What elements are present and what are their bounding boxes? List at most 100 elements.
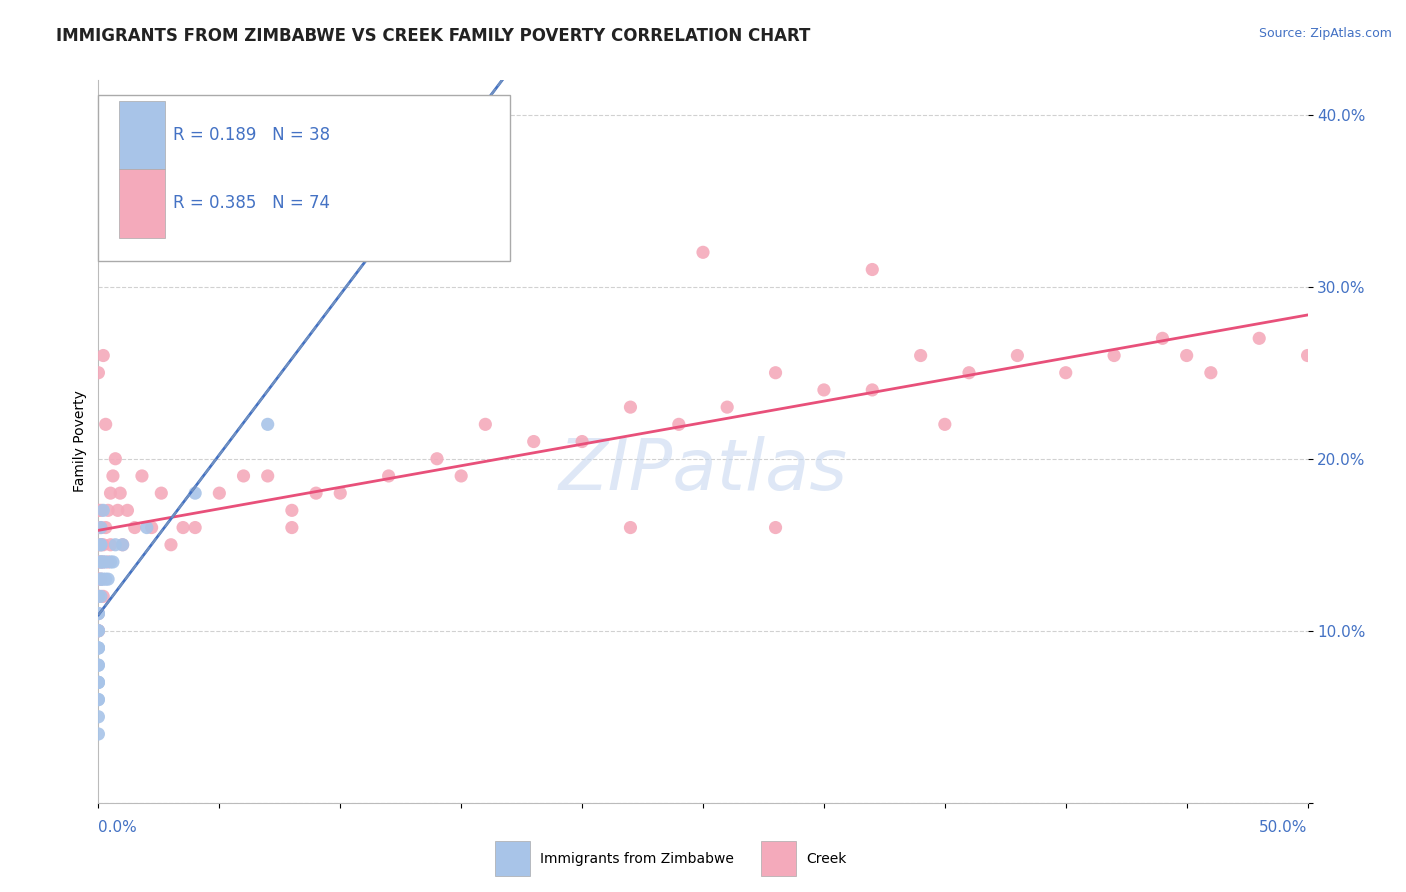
Point bbox=[87, 503, 110, 517]
Point bbox=[87, 675, 110, 690]
Point bbox=[100, 486, 122, 500]
Text: Source: ZipAtlas.com: Source: ZipAtlas.com bbox=[1258, 27, 1392, 40]
Point bbox=[1007, 349, 1029, 363]
Point bbox=[450, 469, 472, 483]
Point bbox=[281, 520, 304, 534]
Point bbox=[1102, 349, 1125, 363]
Point bbox=[150, 486, 173, 500]
Point bbox=[90, 538, 112, 552]
Point bbox=[1175, 349, 1198, 363]
Point bbox=[256, 469, 278, 483]
Point bbox=[184, 520, 207, 534]
Point bbox=[87, 572, 110, 586]
Point bbox=[1152, 331, 1174, 345]
Point bbox=[90, 590, 112, 604]
Point bbox=[1249, 331, 1271, 345]
Point bbox=[281, 503, 304, 517]
Y-axis label: Family Poverty: Family Poverty bbox=[73, 391, 87, 492]
Point bbox=[108, 486, 131, 500]
Point bbox=[329, 486, 352, 500]
Point bbox=[87, 727, 110, 741]
Point bbox=[91, 572, 114, 586]
Point bbox=[765, 520, 787, 534]
Point bbox=[135, 520, 157, 534]
Point bbox=[87, 538, 110, 552]
Point bbox=[91, 555, 114, 569]
Point bbox=[87, 624, 110, 638]
Point bbox=[87, 675, 110, 690]
Point bbox=[87, 658, 110, 673]
Point bbox=[87, 520, 110, 534]
Text: ZIPatlas: ZIPatlas bbox=[558, 436, 848, 505]
Point bbox=[111, 538, 134, 552]
Point bbox=[90, 555, 112, 569]
Point bbox=[87, 692, 110, 706]
Point bbox=[87, 710, 110, 724]
Point bbox=[97, 555, 120, 569]
Point bbox=[87, 590, 110, 604]
Point bbox=[87, 692, 110, 706]
Point bbox=[1296, 349, 1319, 363]
Point bbox=[957, 366, 980, 380]
Point bbox=[813, 383, 835, 397]
Text: Creek: Creek bbox=[806, 852, 846, 866]
Point bbox=[104, 538, 127, 552]
Text: Immigrants from Zimbabwe: Immigrants from Zimbabwe bbox=[540, 852, 734, 866]
Point bbox=[87, 590, 110, 604]
Point bbox=[619, 520, 641, 534]
Point bbox=[87, 675, 110, 690]
Point bbox=[619, 400, 641, 414]
Point bbox=[87, 366, 110, 380]
Point bbox=[90, 503, 112, 517]
Point bbox=[910, 349, 932, 363]
Point bbox=[87, 658, 110, 673]
Point bbox=[692, 245, 714, 260]
Point bbox=[117, 503, 139, 517]
Point bbox=[90, 520, 112, 534]
Point bbox=[94, 572, 117, 586]
Point bbox=[94, 555, 117, 569]
Point bbox=[91, 538, 114, 552]
Point bbox=[94, 520, 117, 534]
Point bbox=[90, 555, 112, 569]
Point bbox=[716, 400, 738, 414]
FancyBboxPatch shape bbox=[98, 95, 509, 260]
Point bbox=[104, 451, 127, 466]
Point bbox=[860, 383, 883, 397]
FancyBboxPatch shape bbox=[761, 841, 796, 877]
FancyBboxPatch shape bbox=[120, 101, 165, 169]
Point bbox=[232, 469, 254, 483]
Point bbox=[172, 520, 194, 534]
Point bbox=[97, 572, 120, 586]
Point bbox=[90, 538, 112, 552]
Point bbox=[474, 417, 496, 432]
Point bbox=[184, 486, 207, 500]
Text: 0.0%: 0.0% bbox=[98, 820, 138, 835]
Point bbox=[87, 555, 110, 569]
Point bbox=[141, 520, 163, 534]
Point bbox=[1199, 366, 1222, 380]
Point bbox=[765, 366, 787, 380]
Point bbox=[91, 349, 114, 363]
Point bbox=[426, 451, 449, 466]
Point bbox=[523, 434, 546, 449]
FancyBboxPatch shape bbox=[495, 841, 530, 877]
Point bbox=[208, 486, 231, 500]
Point bbox=[87, 572, 110, 586]
Point bbox=[87, 590, 110, 604]
Point bbox=[90, 538, 112, 552]
Point bbox=[87, 607, 110, 621]
Point bbox=[91, 503, 114, 517]
Point bbox=[90, 520, 112, 534]
Point bbox=[87, 640, 110, 655]
FancyBboxPatch shape bbox=[120, 169, 165, 237]
Point bbox=[90, 555, 112, 569]
Text: R = 0.189   N = 38: R = 0.189 N = 38 bbox=[173, 126, 330, 144]
Point bbox=[87, 640, 110, 655]
Text: 50.0%: 50.0% bbox=[1260, 820, 1308, 835]
Point bbox=[1054, 366, 1077, 380]
Point bbox=[94, 417, 117, 432]
Point bbox=[160, 538, 183, 552]
Point bbox=[100, 555, 122, 569]
Point bbox=[87, 607, 110, 621]
